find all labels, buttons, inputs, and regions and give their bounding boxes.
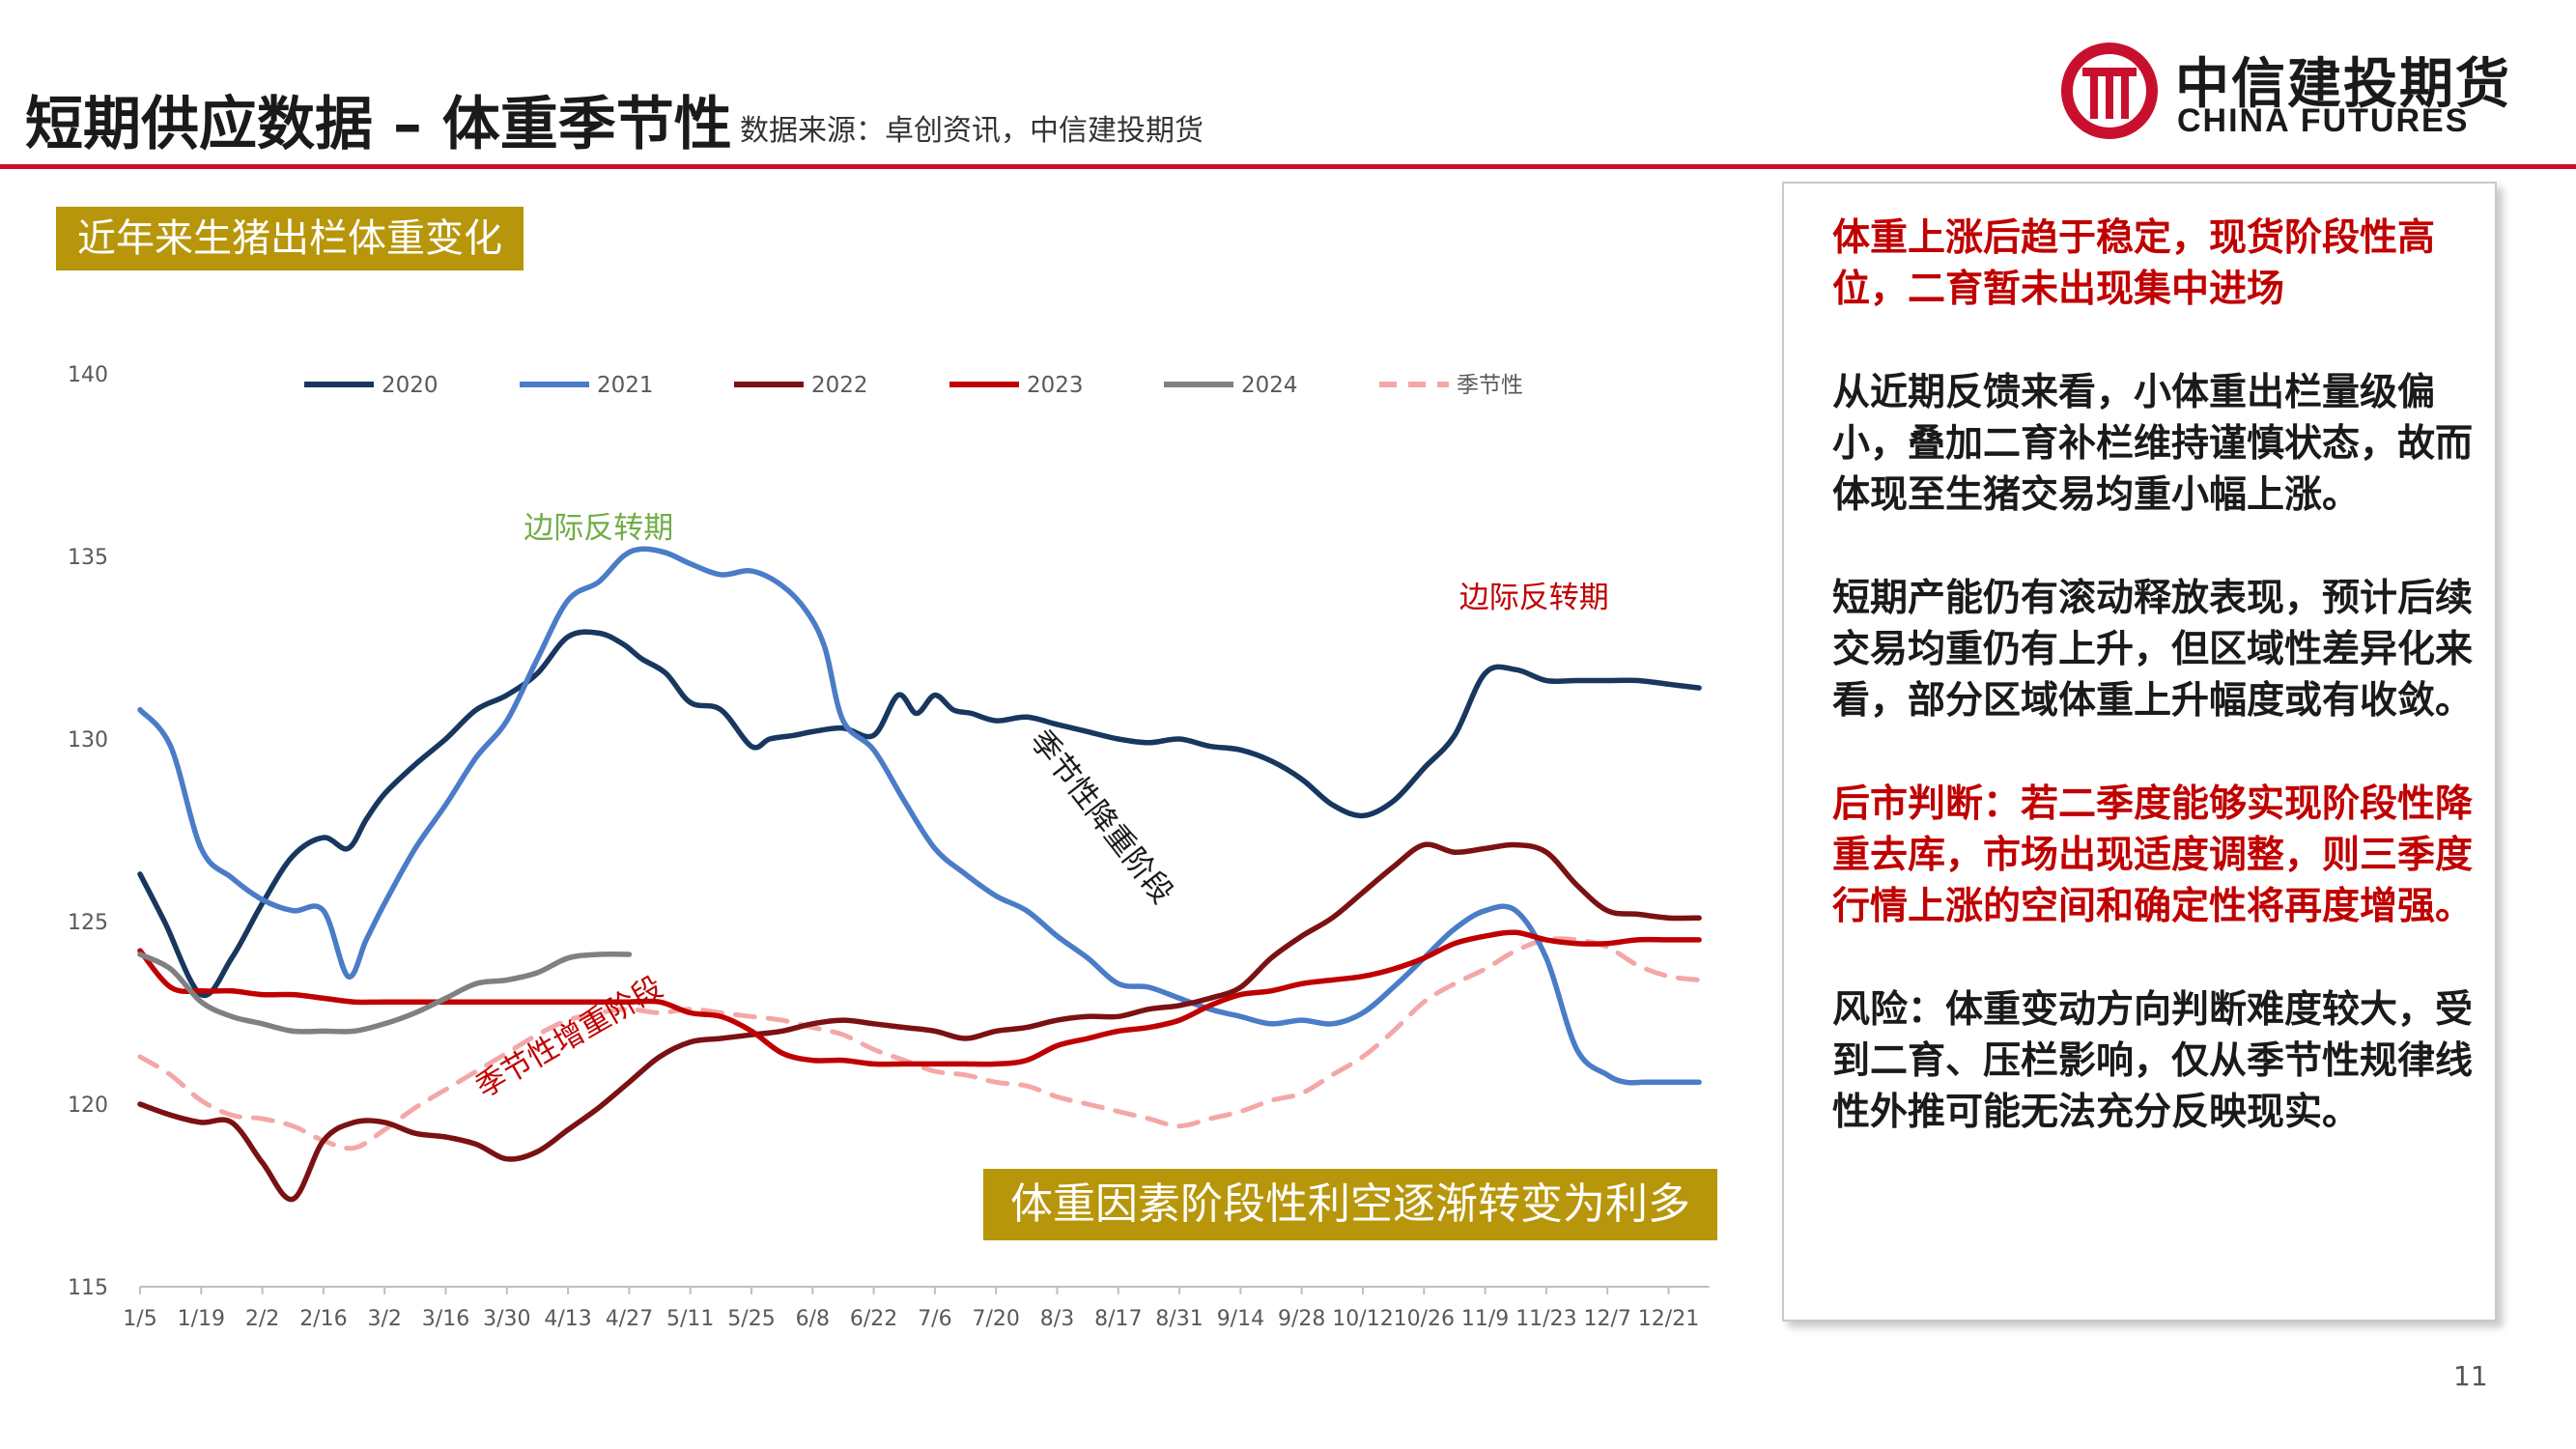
annotation-label: 季节性降重阶段 — [1023, 724, 1179, 910]
series-line-2021 — [137, 546, 1702, 1086]
series-line-2022 — [137, 841, 1702, 1203]
series-line-2024 — [137, 951, 633, 1035]
x-tick-label: 6/22 — [850, 1307, 897, 1331]
x-tick-label: 3/2 — [367, 1307, 401, 1331]
series-line-季节性 — [137, 936, 1702, 1151]
chart-tag: 近年来生猪出栏体重变化 — [56, 207, 524, 270]
chart-callout: 体重因素阶段性利空逐渐转变为利多 — [983, 1169, 1717, 1240]
legend-label-2020: 2020 — [382, 373, 439, 398]
y-tick-label: 120 — [68, 1094, 108, 1118]
x-tick-label: 1/19 — [178, 1307, 225, 1331]
x-tick-label: 6/8 — [796, 1307, 830, 1331]
legend-label-2024: 2024 — [1241, 373, 1298, 398]
x-tick-label: 3/16 — [422, 1307, 469, 1331]
x-tick-label: 12/7 — [1583, 1307, 1630, 1331]
series-line-2020 — [137, 629, 1702, 999]
analysis-paragraph-feedback: 从近期反馈来看，小体重出栏量级偏小，叠加二育补栏维持谨慎状态，故而体现至生猪交易… — [1832, 370, 2474, 517]
x-tick-label: 8/17 — [1094, 1307, 1142, 1331]
logo-english-name: CHINA FUTURES — [2177, 102, 2470, 139]
header-divider — [0, 164, 2576, 169]
x-tick-label: 11/9 — [1461, 1307, 1509, 1331]
y-tick-label: 140 — [68, 363, 108, 387]
x-tick-label: 2/16 — [299, 1307, 347, 1331]
x-tick-label: 9/14 — [1217, 1307, 1264, 1331]
series-line-2023 — [137, 929, 1702, 1067]
data-source-text: 数据来源：卓创资讯，中信建投期货 — [740, 114, 1203, 148]
weight-line-chart: 115 120 125 130 135 140 1/5 1/19 2/2 2/16 3/2 3/16 3… — [68, 363, 1710, 1331]
x-tick-label: 1/5 — [123, 1307, 156, 1331]
x-tick-label: 9/28 — [1278, 1307, 1325, 1331]
page-title: 短期供应数据 – 体重季节性 — [25, 91, 732, 158]
x-tick-label: 2/2 — [245, 1307, 279, 1331]
legend-label-2022: 2022 — [811, 373, 868, 398]
x-tick-label: 12/21 — [1638, 1307, 1699, 1331]
logo-chinese-name: 中信建投期货 — [2175, 53, 2511, 116]
y-tick-label: 130 — [68, 728, 108, 753]
x-tick-label: 7/20 — [972, 1307, 1019, 1331]
x-tick-label: 5/25 — [727, 1307, 775, 1331]
annotation-label: 季节性增重阶段 — [469, 970, 668, 1105]
analysis-outlook: 后市判断：若二季度能够实现阶段性降重去库，市场出现适度调整，则三季度行情上涨的空… — [1832, 781, 2474, 928]
x-tick-label: 5/11 — [666, 1307, 714, 1331]
x-tick-label: 10/12 — [1332, 1307, 1393, 1331]
annotation-label: 边际反转期 — [524, 511, 673, 546]
y-tick-label: 135 — [68, 546, 108, 570]
china-futures-logo: 中信建投期货 CHINA FUTURES — [2057, 39, 2560, 145]
analysis-risk: 风险：体重变动方向判断难度较大，受到二育、压栏影响，仅从季节性规律线性外推可能无… — [1832, 987, 2474, 1134]
page-number: 11 — [2453, 1360, 2488, 1392]
citic-emblem-icon — [2061, 43, 2158, 139]
legend-label-2023: 2023 — [1027, 373, 1084, 398]
analysis-panel: 体重上涨后趋于稳定，现货阶段性高位，二育暂未出现集中进场 从近期反馈来看，小体重… — [1782, 182, 2497, 1321]
legend-label-2021: 2021 — [597, 373, 654, 398]
x-tick-label: 8/31 — [1155, 1307, 1203, 1331]
annotation-label: 边际反转期 — [1459, 581, 1609, 615]
analysis-headline: 体重上涨后趋于稳定，现货阶段性高位，二育暂未出现集中进场 — [1832, 215, 2436, 311]
legend-label-季节性: 季节性 — [1457, 373, 1523, 398]
analysis-paragraph-capacity: 短期产能仍有滚动释放表现，预计后续交易均重仍有上升，但区域性差异化来看，部分区域… — [1832, 576, 2474, 723]
x-tick-label: 4/13 — [544, 1307, 591, 1331]
x-tick-label: 4/27 — [606, 1307, 653, 1331]
y-tick-label: 115 — [68, 1276, 108, 1300]
x-tick-label: 3/30 — [483, 1307, 530, 1331]
y-tick-label: 125 — [68, 911, 108, 935]
x-tick-label: 7/6 — [918, 1307, 951, 1331]
x-tick-label: 11/23 — [1515, 1307, 1576, 1331]
x-tick-label: 10/26 — [1394, 1307, 1455, 1331]
x-tick-label: 8/3 — [1040, 1307, 1074, 1331]
